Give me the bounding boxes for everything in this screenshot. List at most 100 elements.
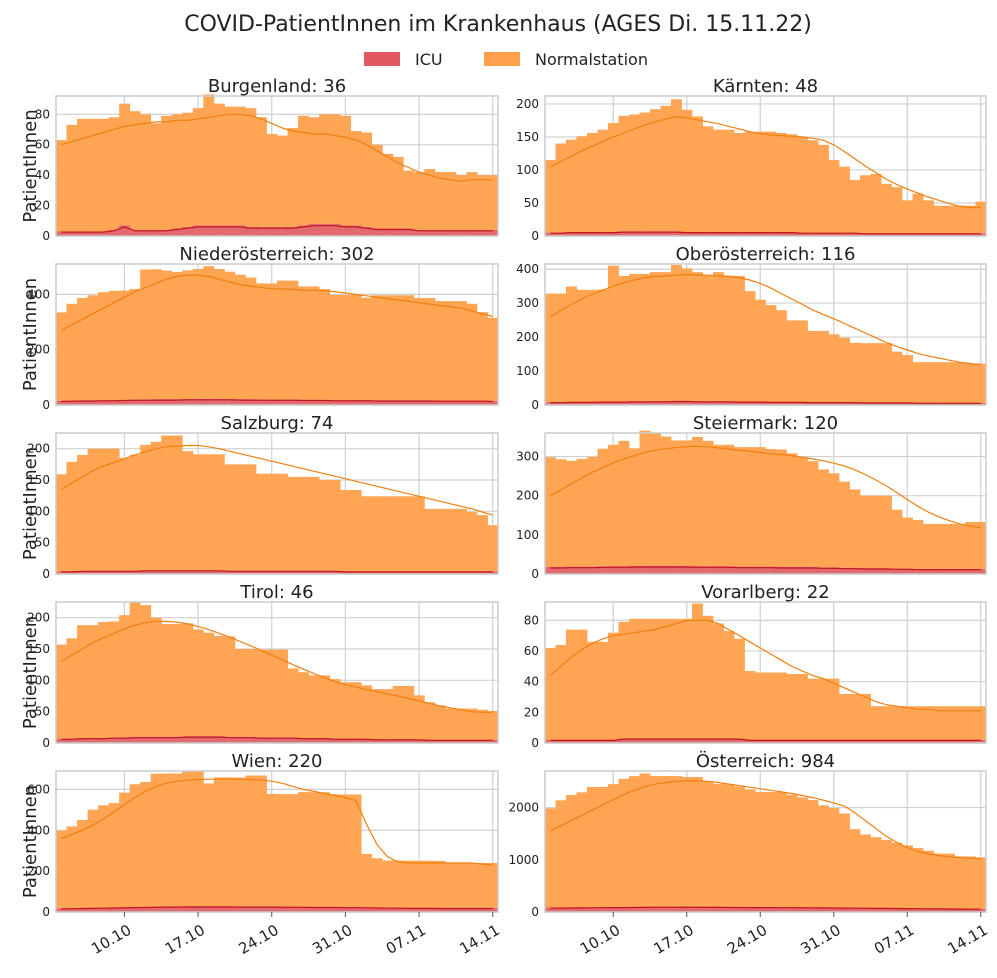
bar-icu — [298, 225, 309, 236]
bar-normalstation — [277, 649, 288, 738]
bar-icu — [839, 739, 850, 743]
bar-icu — [944, 233, 955, 236]
bar-icu — [849, 232, 861, 236]
bar-normalstation — [944, 706, 955, 740]
bar-normalstation — [797, 136, 808, 233]
bar-icu — [129, 399, 141, 405]
bar-icu — [629, 401, 640, 405]
bar-icu — [161, 736, 173, 743]
bar-icu — [371, 739, 383, 743]
legend-swatch-normalstation — [484, 52, 520, 66]
bar-normalstation — [608, 123, 619, 233]
bar-normalstation — [597, 289, 609, 402]
bar-normalstation — [350, 794, 362, 907]
bar-normalstation — [860, 693, 871, 740]
bar-icu — [545, 402, 556, 405]
bar-normalstation — [245, 108, 257, 227]
bar-icu — [723, 906, 735, 912]
bar-icu — [555, 566, 567, 574]
bar-normalstation — [629, 273, 640, 402]
bar-normalstation — [891, 509, 903, 569]
bar-icu — [902, 402, 913, 405]
bar-normalstation — [933, 362, 945, 403]
chart-title: COVID-PatientInnen im Krankenhaus (AGES … — [184, 12, 812, 37]
x-tick-label: 24.10 — [724, 921, 770, 958]
bar-normalstation — [424, 702, 436, 740]
bar-icu — [224, 906, 236, 912]
bar-normalstation — [108, 621, 120, 738]
bar-icu — [98, 907, 110, 912]
bar-icu — [597, 739, 609, 743]
bar-normalstation — [629, 448, 640, 566]
bar-normalstation — [702, 126, 714, 233]
bar-icu — [797, 566, 808, 574]
bar-normalstation — [203, 266, 215, 399]
bar-normalstation — [77, 298, 88, 401]
bar-normalstation — [713, 129, 724, 233]
bar-normalstation — [902, 706, 913, 740]
bar-normalstation — [434, 301, 446, 401]
bar-icu — [807, 739, 819, 743]
bar-icu — [487, 907, 499, 912]
y-axis-label: PatientInnen — [20, 616, 41, 729]
bar-icu — [860, 568, 871, 574]
bar-icu — [445, 571, 457, 574]
bar-icu — [818, 907, 829, 912]
bar-normalstation — [245, 464, 257, 571]
bar-icu — [671, 400, 682, 405]
line-icu — [61, 225, 493, 233]
bar-icu — [587, 232, 598, 236]
bar-icu — [755, 401, 766, 405]
bar-icu — [912, 908, 924, 912]
bar-icu — [140, 570, 152, 574]
bar-normalstation — [224, 464, 236, 571]
bar-normalstation — [723, 275, 735, 402]
bar-icu — [487, 400, 499, 405]
legend-label-normalstation: Normalstation — [535, 50, 648, 69]
bar-normalstation — [287, 280, 299, 400]
y-tick-label: 50 — [35, 705, 50, 719]
bar-icu — [650, 401, 661, 405]
bar-icu — [192, 225, 204, 236]
bar-normalstation — [392, 496, 404, 572]
line-normalstation — [61, 778, 493, 866]
bar-normalstation — [403, 496, 415, 572]
bar-normalstation — [860, 343, 871, 403]
bar-normalstation — [933, 205, 945, 234]
bar-normalstation — [660, 272, 672, 402]
bar-normalstation — [329, 794, 341, 907]
bar-icu — [487, 739, 499, 743]
bar-normalstation — [371, 295, 383, 401]
bar-icu — [870, 739, 882, 743]
bar-normalstation — [954, 523, 966, 569]
bar-normalstation — [203, 454, 215, 571]
bar-icu — [566, 907, 577, 912]
bar-normalstation — [182, 771, 194, 907]
bar-normalstation — [744, 447, 756, 567]
bar-normalstation — [182, 112, 194, 227]
bar-icu — [702, 232, 714, 236]
bar-icu — [319, 399, 331, 405]
bar-normalstation — [734, 786, 745, 907]
bar-normalstation — [487, 525, 499, 572]
bar-normalstation — [150, 617, 162, 737]
bar-icu — [287, 737, 299, 743]
bar-normalstation — [923, 362, 934, 403]
bar-normalstation — [807, 461, 819, 567]
bar-normalstation — [371, 144, 383, 229]
bar-icu — [954, 233, 966, 236]
bar-normalstation — [671, 99, 682, 232]
bar-icu — [639, 401, 651, 405]
bar-icu — [56, 231, 67, 236]
bar-normalstation — [434, 705, 446, 740]
bar-icu — [891, 907, 903, 912]
bar-normalstation — [618, 621, 630, 739]
bar-icu — [245, 570, 257, 574]
x-tick-label: 07.11 — [383, 921, 429, 958]
bar-normalstation — [870, 343, 882, 403]
bar-normalstation — [119, 792, 131, 908]
bar-icu — [723, 566, 735, 574]
bar-icu — [98, 231, 110, 236]
bar-icu — [828, 907, 840, 912]
bar-icu — [329, 906, 341, 912]
